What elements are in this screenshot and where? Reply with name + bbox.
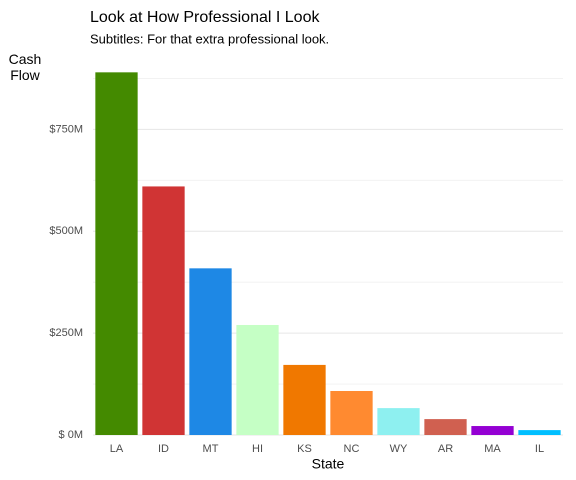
bar — [330, 390, 373, 435]
x-tick-label: IL — [535, 443, 544, 455]
bar — [377, 408, 420, 435]
y-tick-label: $750M — [49, 123, 83, 135]
y-axis-title: Cash Flow — [8, 51, 42, 83]
bar — [95, 72, 138, 435]
bar — [471, 426, 514, 435]
bar — [518, 430, 561, 435]
bar — [236, 324, 279, 435]
y-tick-label: $250M — [49, 327, 83, 339]
y-tick-label: $ 0M — [59, 429, 83, 441]
x-tick-label: LA — [110, 443, 124, 455]
x-tick-label: MT — [203, 443, 219, 455]
x-tick-label: AR — [438, 443, 453, 455]
x-tick-label: WY — [390, 443, 408, 455]
bar — [424, 419, 467, 435]
chart-subtitle: Subtitles: For that extra professional l… — [90, 31, 329, 46]
bar — [142, 186, 185, 435]
x-tick-label: MA — [484, 443, 501, 455]
x-tick-label: KS — [297, 443, 312, 455]
y-tick-label: $500M — [49, 225, 83, 237]
x-tick-label: ID — [158, 443, 169, 455]
x-axis-title: State — [312, 456, 345, 472]
bar — [283, 364, 326, 435]
x-tick-label: NC — [344, 443, 360, 455]
bar — [189, 268, 232, 435]
chart-title: Look at How Professional I Look — [90, 9, 320, 26]
x-tick-label: HI — [252, 443, 263, 455]
